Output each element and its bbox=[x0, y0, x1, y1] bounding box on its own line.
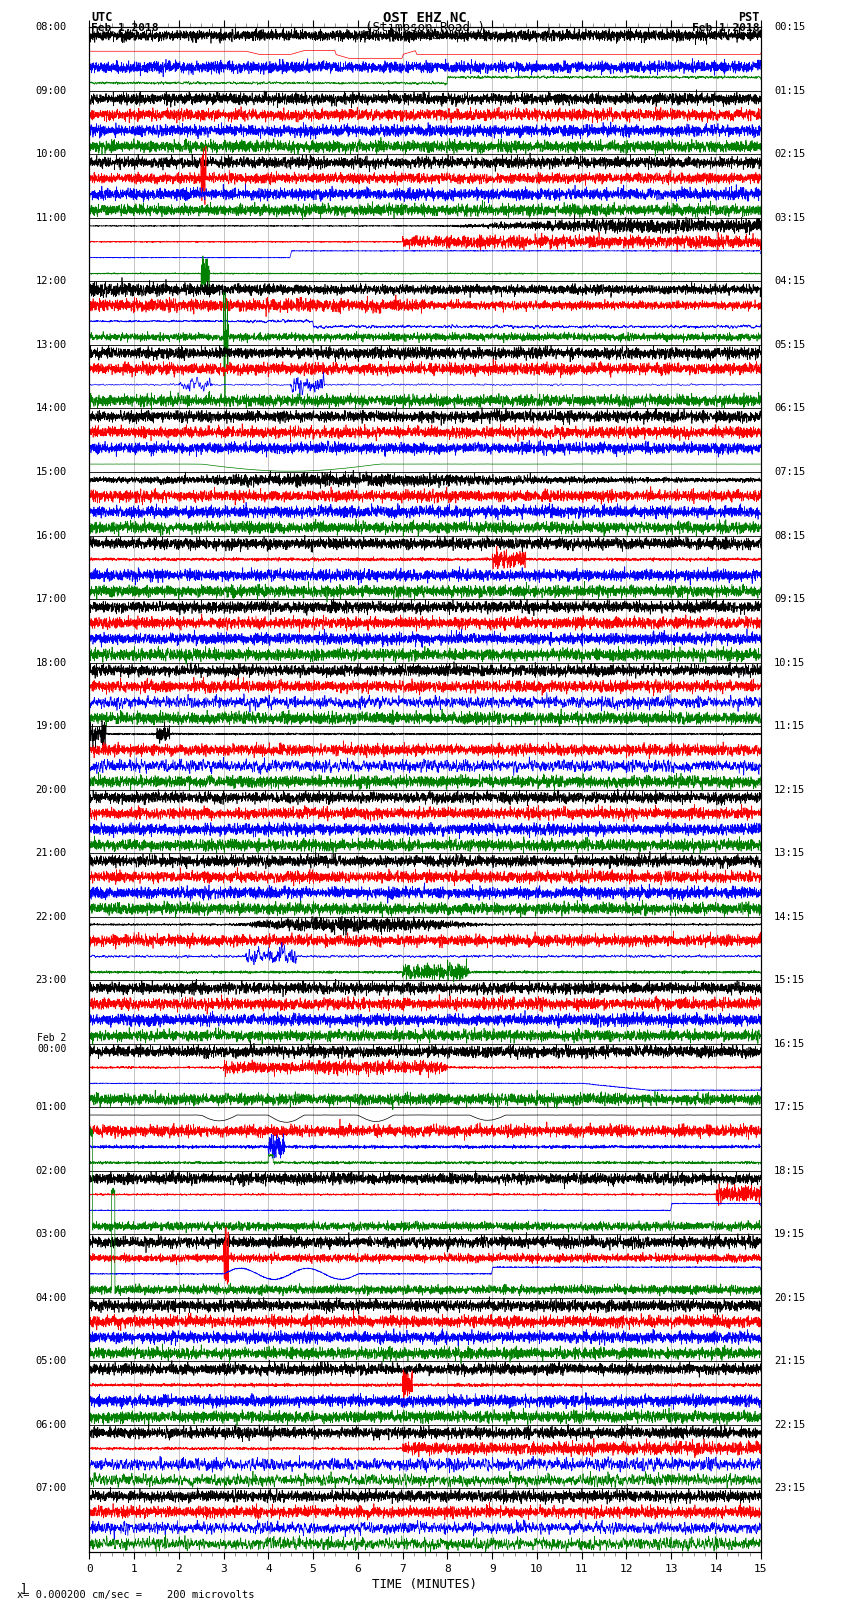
Text: 23:15: 23:15 bbox=[774, 1484, 806, 1494]
Text: 21:15: 21:15 bbox=[774, 1357, 806, 1366]
Text: 10:00: 10:00 bbox=[36, 150, 67, 160]
Text: 15:00: 15:00 bbox=[36, 468, 67, 477]
Text: 17:00: 17:00 bbox=[36, 594, 67, 603]
Text: 05:00: 05:00 bbox=[36, 1357, 67, 1366]
Text: 15:15: 15:15 bbox=[774, 976, 806, 986]
Text: 03:00: 03:00 bbox=[36, 1229, 67, 1239]
Text: 17:15: 17:15 bbox=[774, 1102, 806, 1111]
Text: (Stimpson Road ): (Stimpson Road ) bbox=[365, 21, 485, 34]
Text: 14:15: 14:15 bbox=[774, 911, 806, 921]
Text: 23:00: 23:00 bbox=[36, 976, 67, 986]
Text: 11:00: 11:00 bbox=[36, 213, 67, 223]
Text: 00:15: 00:15 bbox=[774, 23, 806, 32]
Text: 06:00: 06:00 bbox=[36, 1419, 67, 1429]
Text: 13:15: 13:15 bbox=[774, 848, 806, 858]
Text: ]: ] bbox=[20, 1582, 27, 1595]
Text: 05:15: 05:15 bbox=[774, 340, 806, 350]
Text: 18:15: 18:15 bbox=[774, 1166, 806, 1176]
Text: 16:15: 16:15 bbox=[774, 1039, 806, 1048]
Text: 02:15: 02:15 bbox=[774, 150, 806, 160]
Text: 01:15: 01:15 bbox=[774, 85, 806, 95]
Text: 11:15: 11:15 bbox=[774, 721, 806, 731]
Text: 10:15: 10:15 bbox=[774, 658, 806, 668]
Text: 08:15: 08:15 bbox=[774, 531, 806, 540]
X-axis label: TIME (MINUTES): TIME (MINUTES) bbox=[372, 1578, 478, 1590]
Text: 06:15: 06:15 bbox=[774, 403, 806, 413]
Text: 08:00: 08:00 bbox=[36, 23, 67, 32]
Text: 20:15: 20:15 bbox=[774, 1292, 806, 1303]
Text: PST: PST bbox=[738, 11, 759, 24]
Text: 07:00: 07:00 bbox=[36, 1484, 67, 1494]
Text: 09:15: 09:15 bbox=[774, 594, 806, 603]
Text: 18:00: 18:00 bbox=[36, 658, 67, 668]
Text: 09:00: 09:00 bbox=[36, 85, 67, 95]
Text: 03:15: 03:15 bbox=[774, 213, 806, 223]
Text: 01:00: 01:00 bbox=[36, 1102, 67, 1111]
Text: 14:00: 14:00 bbox=[36, 403, 67, 413]
Text: 20:00: 20:00 bbox=[36, 784, 67, 795]
Text: 22:15: 22:15 bbox=[774, 1419, 806, 1429]
Text: 13:00: 13:00 bbox=[36, 340, 67, 350]
Text: 12:00: 12:00 bbox=[36, 276, 67, 287]
Text: 21:00: 21:00 bbox=[36, 848, 67, 858]
Text: 04:15: 04:15 bbox=[774, 276, 806, 287]
Text: 02:00: 02:00 bbox=[36, 1166, 67, 1176]
Text: 07:15: 07:15 bbox=[774, 468, 806, 477]
Text: 16:00: 16:00 bbox=[36, 531, 67, 540]
Text: 19:00: 19:00 bbox=[36, 721, 67, 731]
Text: 04:00: 04:00 bbox=[36, 1292, 67, 1303]
Text: Feb 1,2018: Feb 1,2018 bbox=[692, 23, 759, 32]
Text: 22:00: 22:00 bbox=[36, 911, 67, 921]
Text: Feb 1,2018: Feb 1,2018 bbox=[91, 23, 158, 32]
Text: 19:15: 19:15 bbox=[774, 1229, 806, 1239]
Text: OST EHZ NC: OST EHZ NC bbox=[383, 11, 467, 26]
Text: Feb 2: Feb 2 bbox=[37, 1032, 67, 1044]
Text: 00:00: 00:00 bbox=[37, 1044, 67, 1055]
Text: I = 0.000200 cm/sec: I = 0.000200 cm/sec bbox=[358, 31, 492, 40]
Text: UTC: UTC bbox=[91, 11, 112, 24]
Text: x= 0.000200 cm/sec =    200 microvolts: x= 0.000200 cm/sec = 200 microvolts bbox=[17, 1590, 254, 1600]
Text: 12:15: 12:15 bbox=[774, 784, 806, 795]
